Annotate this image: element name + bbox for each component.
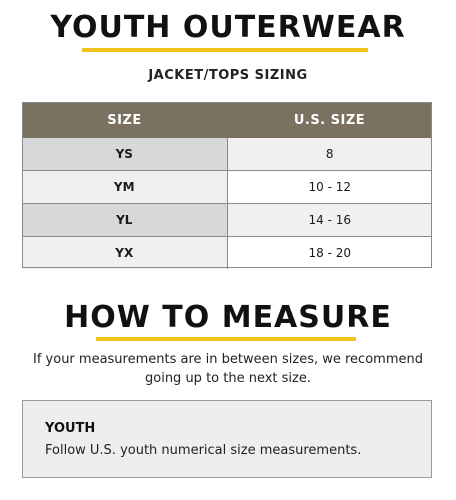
table-row: YM 10 - 12 bbox=[22, 170, 432, 204]
page-title: YOUTH OUTERWEAR bbox=[50, 10, 406, 45]
us-size-cell: 14 - 16 bbox=[227, 203, 432, 237]
title-underline bbox=[82, 48, 368, 52]
youth-heading: YOUTH bbox=[45, 421, 96, 436]
youth-description: Follow U.S. youth numerical size measure… bbox=[45, 443, 362, 458]
table-header-row: SIZE U.S. SIZE bbox=[22, 102, 432, 138]
table-row: YX 18 - 20 bbox=[22, 236, 432, 269]
column-header-us-size: U.S. SIZE bbox=[227, 102, 432, 138]
measure-title: HOW TO MEASURE bbox=[64, 300, 392, 335]
size-cell: YL bbox=[22, 203, 228, 237]
youth-info-box: YOUTH Follow U.S. youth numerical size m… bbox=[22, 400, 432, 478]
column-header-size: SIZE bbox=[22, 102, 227, 138]
section-subtitle: JACKET/TOPS SIZING bbox=[148, 68, 308, 83]
us-size-cell: 8 bbox=[227, 138, 432, 171]
table-row: YL 14 - 16 bbox=[22, 203, 432, 237]
us-size-cell: 10 - 12 bbox=[227, 170, 432, 204]
size-cell: YS bbox=[22, 138, 228, 171]
table-row: YS 8 bbox=[22, 138, 432, 171]
measure-title-underline bbox=[96, 337, 356, 341]
size-cell: YM bbox=[22, 170, 228, 204]
sizing-table: SIZE U.S. SIZE YS 8 YM 10 - 12 YL 14 - 1… bbox=[22, 102, 432, 269]
us-size-cell: 18 - 20 bbox=[227, 236, 432, 269]
measure-intro-text: If your measurements are in between size… bbox=[33, 352, 423, 386]
size-cell: YX bbox=[22, 236, 228, 269]
